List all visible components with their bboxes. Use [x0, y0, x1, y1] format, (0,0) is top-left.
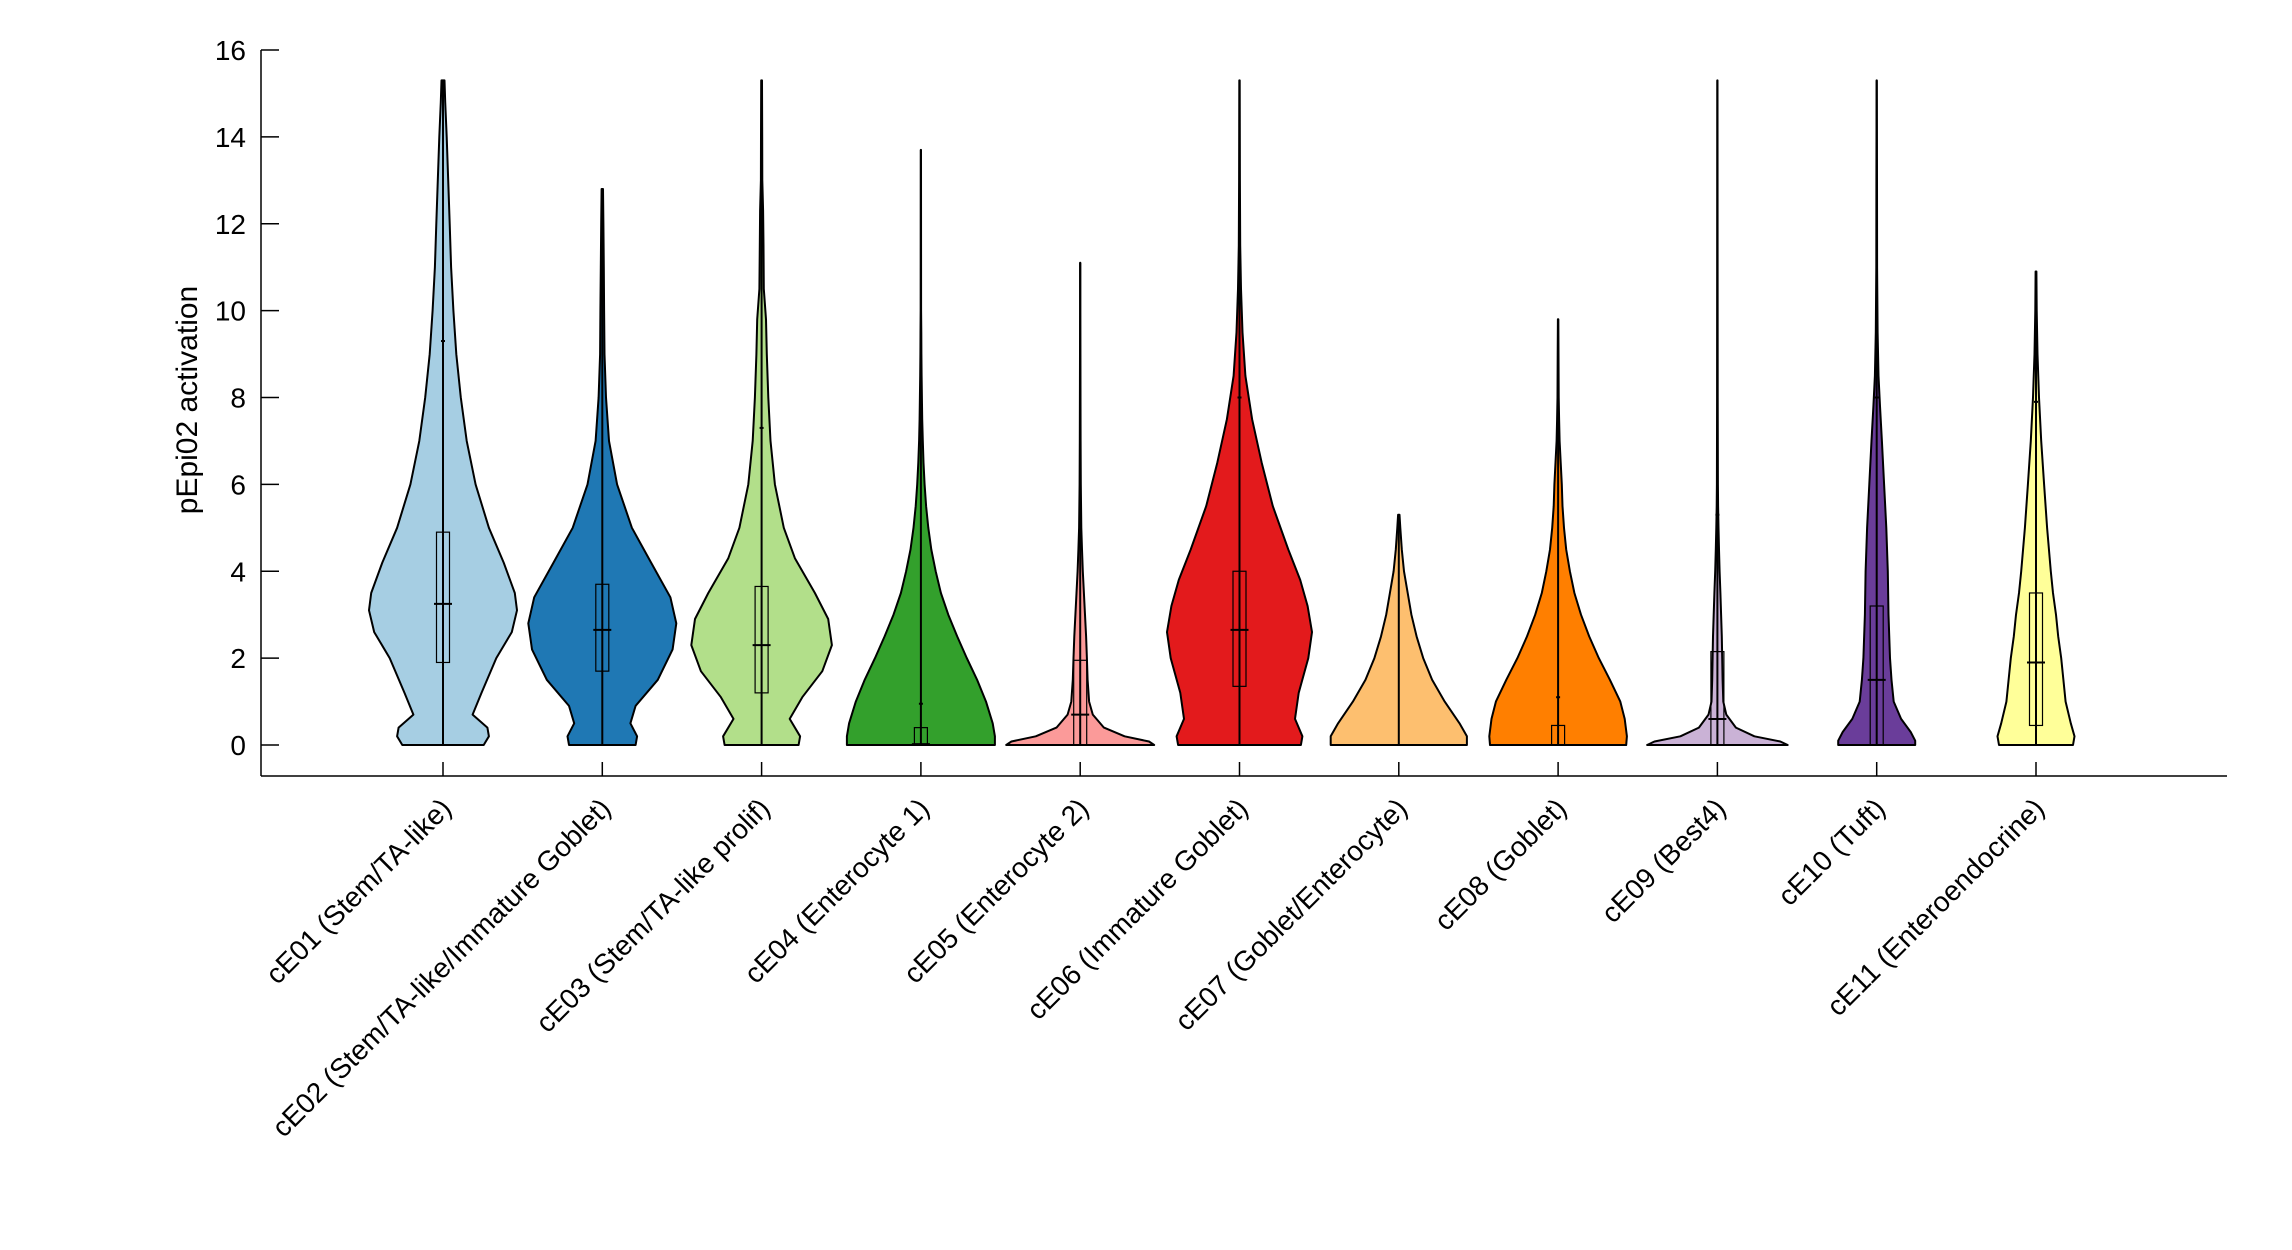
- iqr-box: [435, 531, 451, 664]
- x-category-label: cE08 (Goblet): [1428, 792, 1572, 936]
- y-axis-label: pEpi02 activation: [171, 286, 204, 515]
- x-category-labels: cE01 (Stem/TA-like)cE02 (Stem/TA-like/Im…: [260, 762, 2050, 1143]
- violin-group: [845, 148, 996, 746]
- violin-group: [1488, 318, 1628, 746]
- violin-group: [1005, 261, 1156, 746]
- violin-group: [1329, 513, 1468, 746]
- violin-group: [690, 79, 833, 746]
- x-category-label: cE09 (Best4): [1595, 792, 1731, 928]
- iqr-box: [1869, 605, 1884, 746]
- violin-group: [1646, 79, 1789, 746]
- violin-group: [527, 188, 678, 746]
- violins-layer: [368, 79, 2076, 746]
- y-tick-label: 16: [215, 35, 246, 66]
- y-tick-label: 10: [215, 296, 246, 327]
- y-tick-label: 14: [215, 122, 246, 153]
- violin-group: [1996, 270, 2076, 746]
- iqr-box: [595, 583, 610, 672]
- y-tick-label: 8: [230, 383, 246, 414]
- y-tick-label: 4: [230, 556, 246, 587]
- iqr-box: [1073, 659, 1088, 746]
- y-tick-label: 12: [215, 209, 246, 240]
- iqr-box: [754, 585, 769, 694]
- y-tick-label: 0: [230, 730, 246, 761]
- iqr-box: [2028, 592, 2044, 727]
- x-category-label: cE02 (Stem/TA-like/Immature Goblet): [266, 792, 617, 1143]
- x-category-label: cE10 (Tuft): [1772, 792, 1891, 911]
- y-ticks: 0 2 4 6 8 10 12 14 16: [215, 35, 279, 761]
- axes-layer: [260, 50, 2227, 777]
- y-tick-label: 2: [230, 643, 246, 674]
- violin-group: [1837, 79, 1917, 746]
- iqr-box: [1710, 651, 1725, 746]
- violin-group: [1166, 79, 1313, 746]
- iqr-box: [1232, 570, 1247, 687]
- y-tick-label: 6: [230, 469, 246, 500]
- violin-group: [368, 79, 518, 746]
